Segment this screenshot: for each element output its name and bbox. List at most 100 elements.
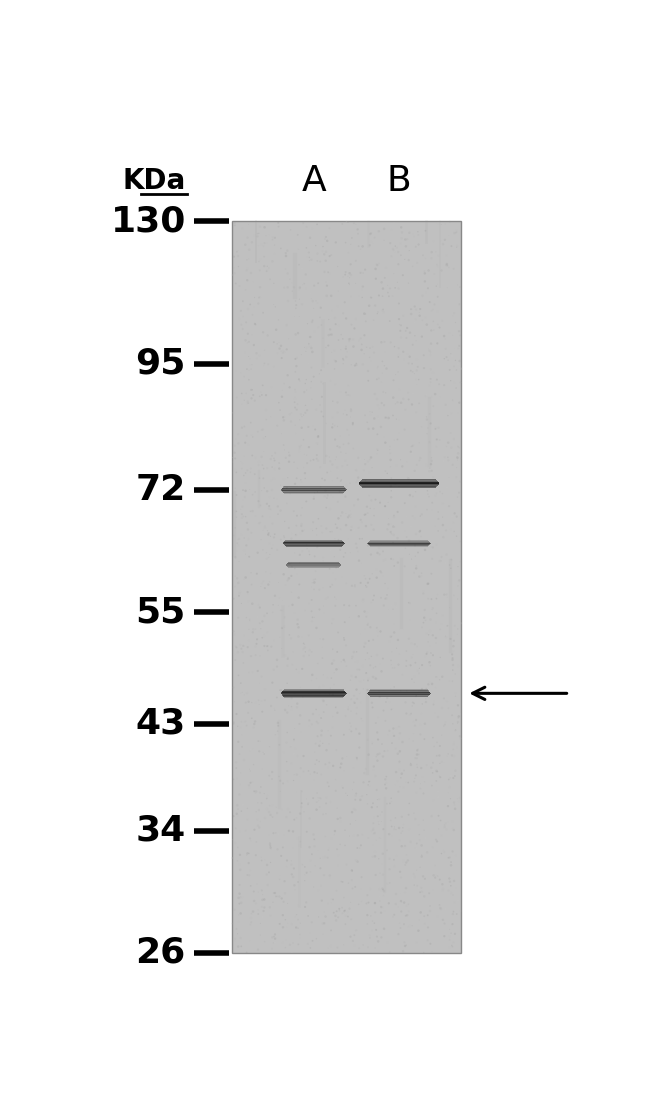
Point	[309, 286, 319, 304]
Point	[235, 501, 246, 518]
Point	[376, 536, 386, 554]
Point	[302, 315, 313, 333]
Point	[377, 735, 387, 753]
Point	[338, 350, 348, 368]
Point	[312, 244, 322, 262]
Point	[302, 454, 313, 472]
Point	[285, 738, 296, 756]
Point	[276, 682, 286, 699]
Point	[307, 522, 318, 539]
Point	[419, 601, 430, 619]
Point	[411, 767, 421, 785]
Point	[324, 866, 335, 884]
Point	[346, 650, 357, 667]
Point	[456, 360, 466, 378]
Point	[337, 873, 348, 891]
Point	[238, 292, 248, 309]
Point	[242, 608, 252, 625]
Point	[252, 349, 262, 367]
Point	[321, 488, 332, 506]
Point	[410, 462, 420, 480]
Point	[351, 748, 361, 766]
Point	[259, 933, 270, 950]
Point	[413, 817, 423, 834]
Point	[278, 436, 289, 454]
Point	[252, 780, 262, 798]
Point	[309, 764, 320, 781]
Point	[436, 615, 447, 633]
Point	[270, 298, 281, 316]
Point	[245, 503, 255, 520]
Point	[289, 503, 299, 520]
Point	[369, 410, 380, 428]
Point	[279, 529, 289, 547]
Point	[439, 843, 450, 861]
Point	[235, 876, 245, 894]
Point	[259, 460, 269, 477]
Point	[431, 536, 441, 554]
Point	[244, 632, 254, 650]
Point	[415, 883, 425, 901]
Point	[314, 706, 324, 724]
Point	[354, 238, 364, 255]
Point	[304, 355, 314, 372]
Point	[246, 576, 257, 593]
Point	[250, 449, 261, 466]
Point	[332, 882, 342, 899]
Point	[289, 604, 300, 622]
Point	[355, 673, 365, 691]
Point	[246, 694, 257, 712]
Point	[313, 842, 323, 860]
Point	[417, 328, 427, 346]
Point	[312, 765, 322, 782]
Point	[280, 408, 290, 425]
Point	[285, 485, 295, 503]
Point	[454, 572, 464, 590]
Point	[274, 340, 285, 358]
Point	[370, 904, 380, 922]
Point	[413, 662, 423, 680]
Point	[441, 586, 452, 603]
Point	[406, 517, 416, 535]
Point	[280, 646, 291, 664]
Point	[325, 326, 335, 344]
Point	[254, 253, 264, 271]
Point	[261, 865, 272, 883]
Point	[249, 662, 259, 680]
Point	[437, 911, 448, 928]
Point	[284, 446, 294, 464]
Point	[254, 545, 265, 562]
Point	[288, 934, 298, 951]
Point	[445, 599, 455, 617]
Point	[239, 686, 250, 704]
Point	[242, 360, 252, 378]
Point	[380, 409, 390, 427]
Point	[253, 905, 263, 923]
Point	[279, 827, 289, 844]
Point	[369, 659, 379, 676]
Point	[273, 218, 283, 235]
Point	[426, 644, 436, 662]
Point	[286, 567, 296, 585]
Point	[310, 756, 320, 774]
Point	[376, 589, 386, 607]
Point	[330, 907, 341, 925]
Point	[263, 526, 274, 544]
Point	[426, 538, 436, 556]
Point	[352, 853, 363, 871]
Point	[257, 908, 268, 926]
Point	[385, 313, 395, 330]
Point	[265, 836, 276, 854]
Point	[291, 383, 301, 401]
Point	[399, 421, 410, 439]
Point	[332, 590, 343, 608]
Point	[377, 352, 387, 370]
Point	[324, 264, 335, 282]
Point	[275, 495, 285, 513]
Point	[344, 330, 354, 348]
Point	[322, 538, 332, 556]
Point	[330, 431, 341, 449]
Point	[247, 326, 257, 344]
Point	[372, 751, 383, 769]
Point	[290, 388, 300, 406]
